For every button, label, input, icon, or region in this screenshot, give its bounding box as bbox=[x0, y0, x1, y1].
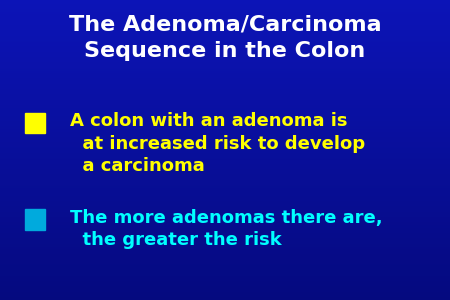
FancyBboxPatch shape bbox=[25, 209, 45, 230]
FancyBboxPatch shape bbox=[25, 113, 45, 134]
Text: A colon with an adenoma is
  at increased risk to develop
  a carcinoma: A colon with an adenoma is at increased … bbox=[70, 112, 365, 175]
Text: The Adenoma/Carcinoma
Sequence in the Colon: The Adenoma/Carcinoma Sequence in the Co… bbox=[69, 15, 381, 61]
Text: The more adenomas there are,
  the greater the risk: The more adenomas there are, the greater… bbox=[70, 208, 382, 249]
